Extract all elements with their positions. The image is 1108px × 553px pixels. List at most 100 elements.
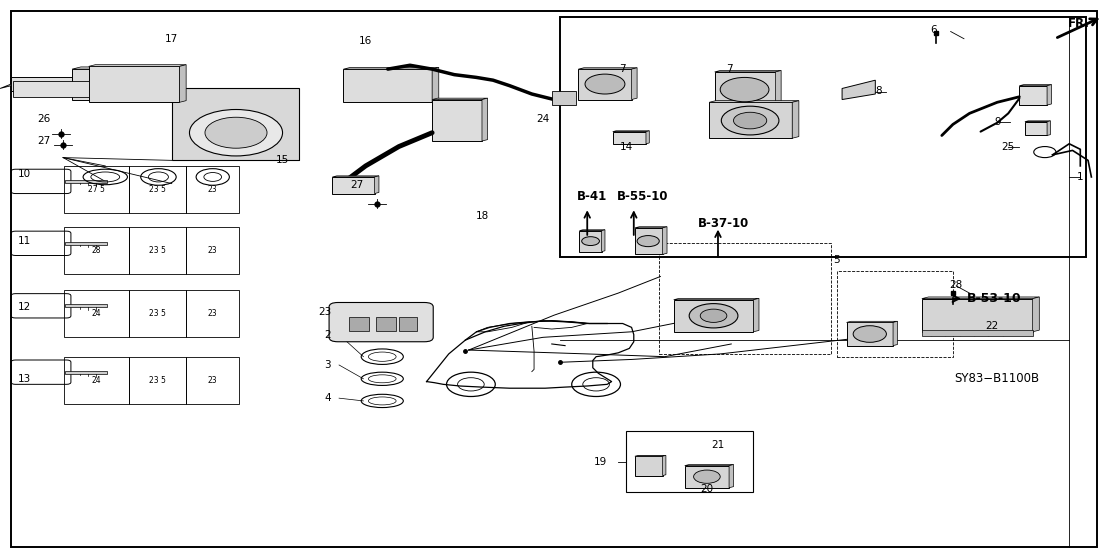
Polygon shape [0,84,11,88]
Bar [1019,86,1047,105]
Polygon shape [578,68,637,69]
Text: B-55-10: B-55-10 [617,190,668,203]
Bar [579,231,602,252]
Text: 23 5: 23 5 [148,246,166,255]
Bar [129,227,186,274]
Polygon shape [842,80,875,100]
Text: 7: 7 [726,64,732,74]
Text: 23: 23 [318,307,331,317]
Bar [349,317,369,331]
Text: FR.: FR. [1068,17,1090,30]
Polygon shape [1025,121,1050,122]
Bar [64,290,129,337]
Bar [186,227,239,274]
Bar [674,300,753,332]
Bar [89,66,179,102]
Text: 23 5: 23 5 [148,185,166,194]
Polygon shape [847,321,897,322]
Circle shape [582,237,599,246]
Polygon shape [1047,85,1051,105]
Polygon shape [579,230,605,231]
Bar [11,77,72,91]
Text: 28: 28 [92,246,101,255]
Bar [709,102,792,138]
Text: 23: 23 [208,375,217,385]
Circle shape [205,117,267,148]
Polygon shape [776,71,781,108]
Bar [922,299,1033,332]
Text: 21: 21 [711,440,725,450]
Text: 2: 2 [325,330,331,340]
Text: 23 5: 23 5 [148,375,166,385]
Polygon shape [613,131,649,132]
Text: B-41: B-41 [577,190,607,203]
Polygon shape [922,297,1039,299]
Bar [186,166,239,213]
Bar [343,69,432,102]
Bar [847,322,893,346]
Bar [399,317,417,331]
Bar [332,177,375,194]
Bar [922,330,1033,336]
Polygon shape [753,299,759,332]
Polygon shape [432,98,488,100]
Bar [129,166,186,213]
Polygon shape [632,68,637,100]
Text: 27: 27 [38,136,51,146]
Bar [635,228,663,254]
Polygon shape [65,242,107,245]
Text: 14: 14 [619,142,633,152]
Text: 19: 19 [594,457,607,467]
Circle shape [189,109,283,156]
Polygon shape [179,65,186,102]
Circle shape [721,106,779,135]
Bar [72,69,172,100]
Text: 27 5: 27 5 [88,185,105,194]
Polygon shape [663,227,667,254]
Bar [376,317,396,331]
Text: 8: 8 [875,86,882,96]
Bar [635,456,663,476]
Text: SY83−B1100B: SY83−B1100B [955,372,1039,385]
Circle shape [689,304,738,328]
Bar [552,91,576,105]
Bar [64,227,129,274]
Polygon shape [792,101,799,138]
Bar [560,17,1086,257]
Text: 26: 26 [38,114,51,124]
Polygon shape [663,456,666,476]
Text: B-53-10: B-53-10 [967,292,1022,305]
Text: 25: 25 [1002,142,1015,152]
Text: 7: 7 [619,64,626,74]
Polygon shape [432,67,439,102]
Text: 20: 20 [700,484,714,494]
Bar [685,466,729,488]
Polygon shape [685,465,733,466]
Polygon shape [893,321,897,346]
Text: 24: 24 [536,114,550,124]
Text: 16: 16 [359,36,372,46]
Text: 23: 23 [208,246,217,255]
Text: 3: 3 [325,360,331,370]
Polygon shape [1047,121,1050,135]
Bar [64,357,129,404]
Polygon shape [709,101,799,102]
Circle shape [853,326,886,342]
Bar [578,69,632,100]
Bar [626,431,753,492]
Polygon shape [1033,297,1039,332]
Text: 6: 6 [931,25,937,35]
Bar [1025,122,1047,135]
Text: B-37-10: B-37-10 [698,217,749,231]
Bar [13,81,89,97]
Polygon shape [332,176,379,177]
Text: 11: 11 [18,236,31,246]
Text: 27: 27 [350,180,363,190]
Bar [613,132,646,144]
Polygon shape [729,465,733,488]
Polygon shape [375,176,379,194]
Polygon shape [482,98,488,141]
Circle shape [585,74,625,94]
Polygon shape [65,180,107,183]
Circle shape [733,112,767,129]
